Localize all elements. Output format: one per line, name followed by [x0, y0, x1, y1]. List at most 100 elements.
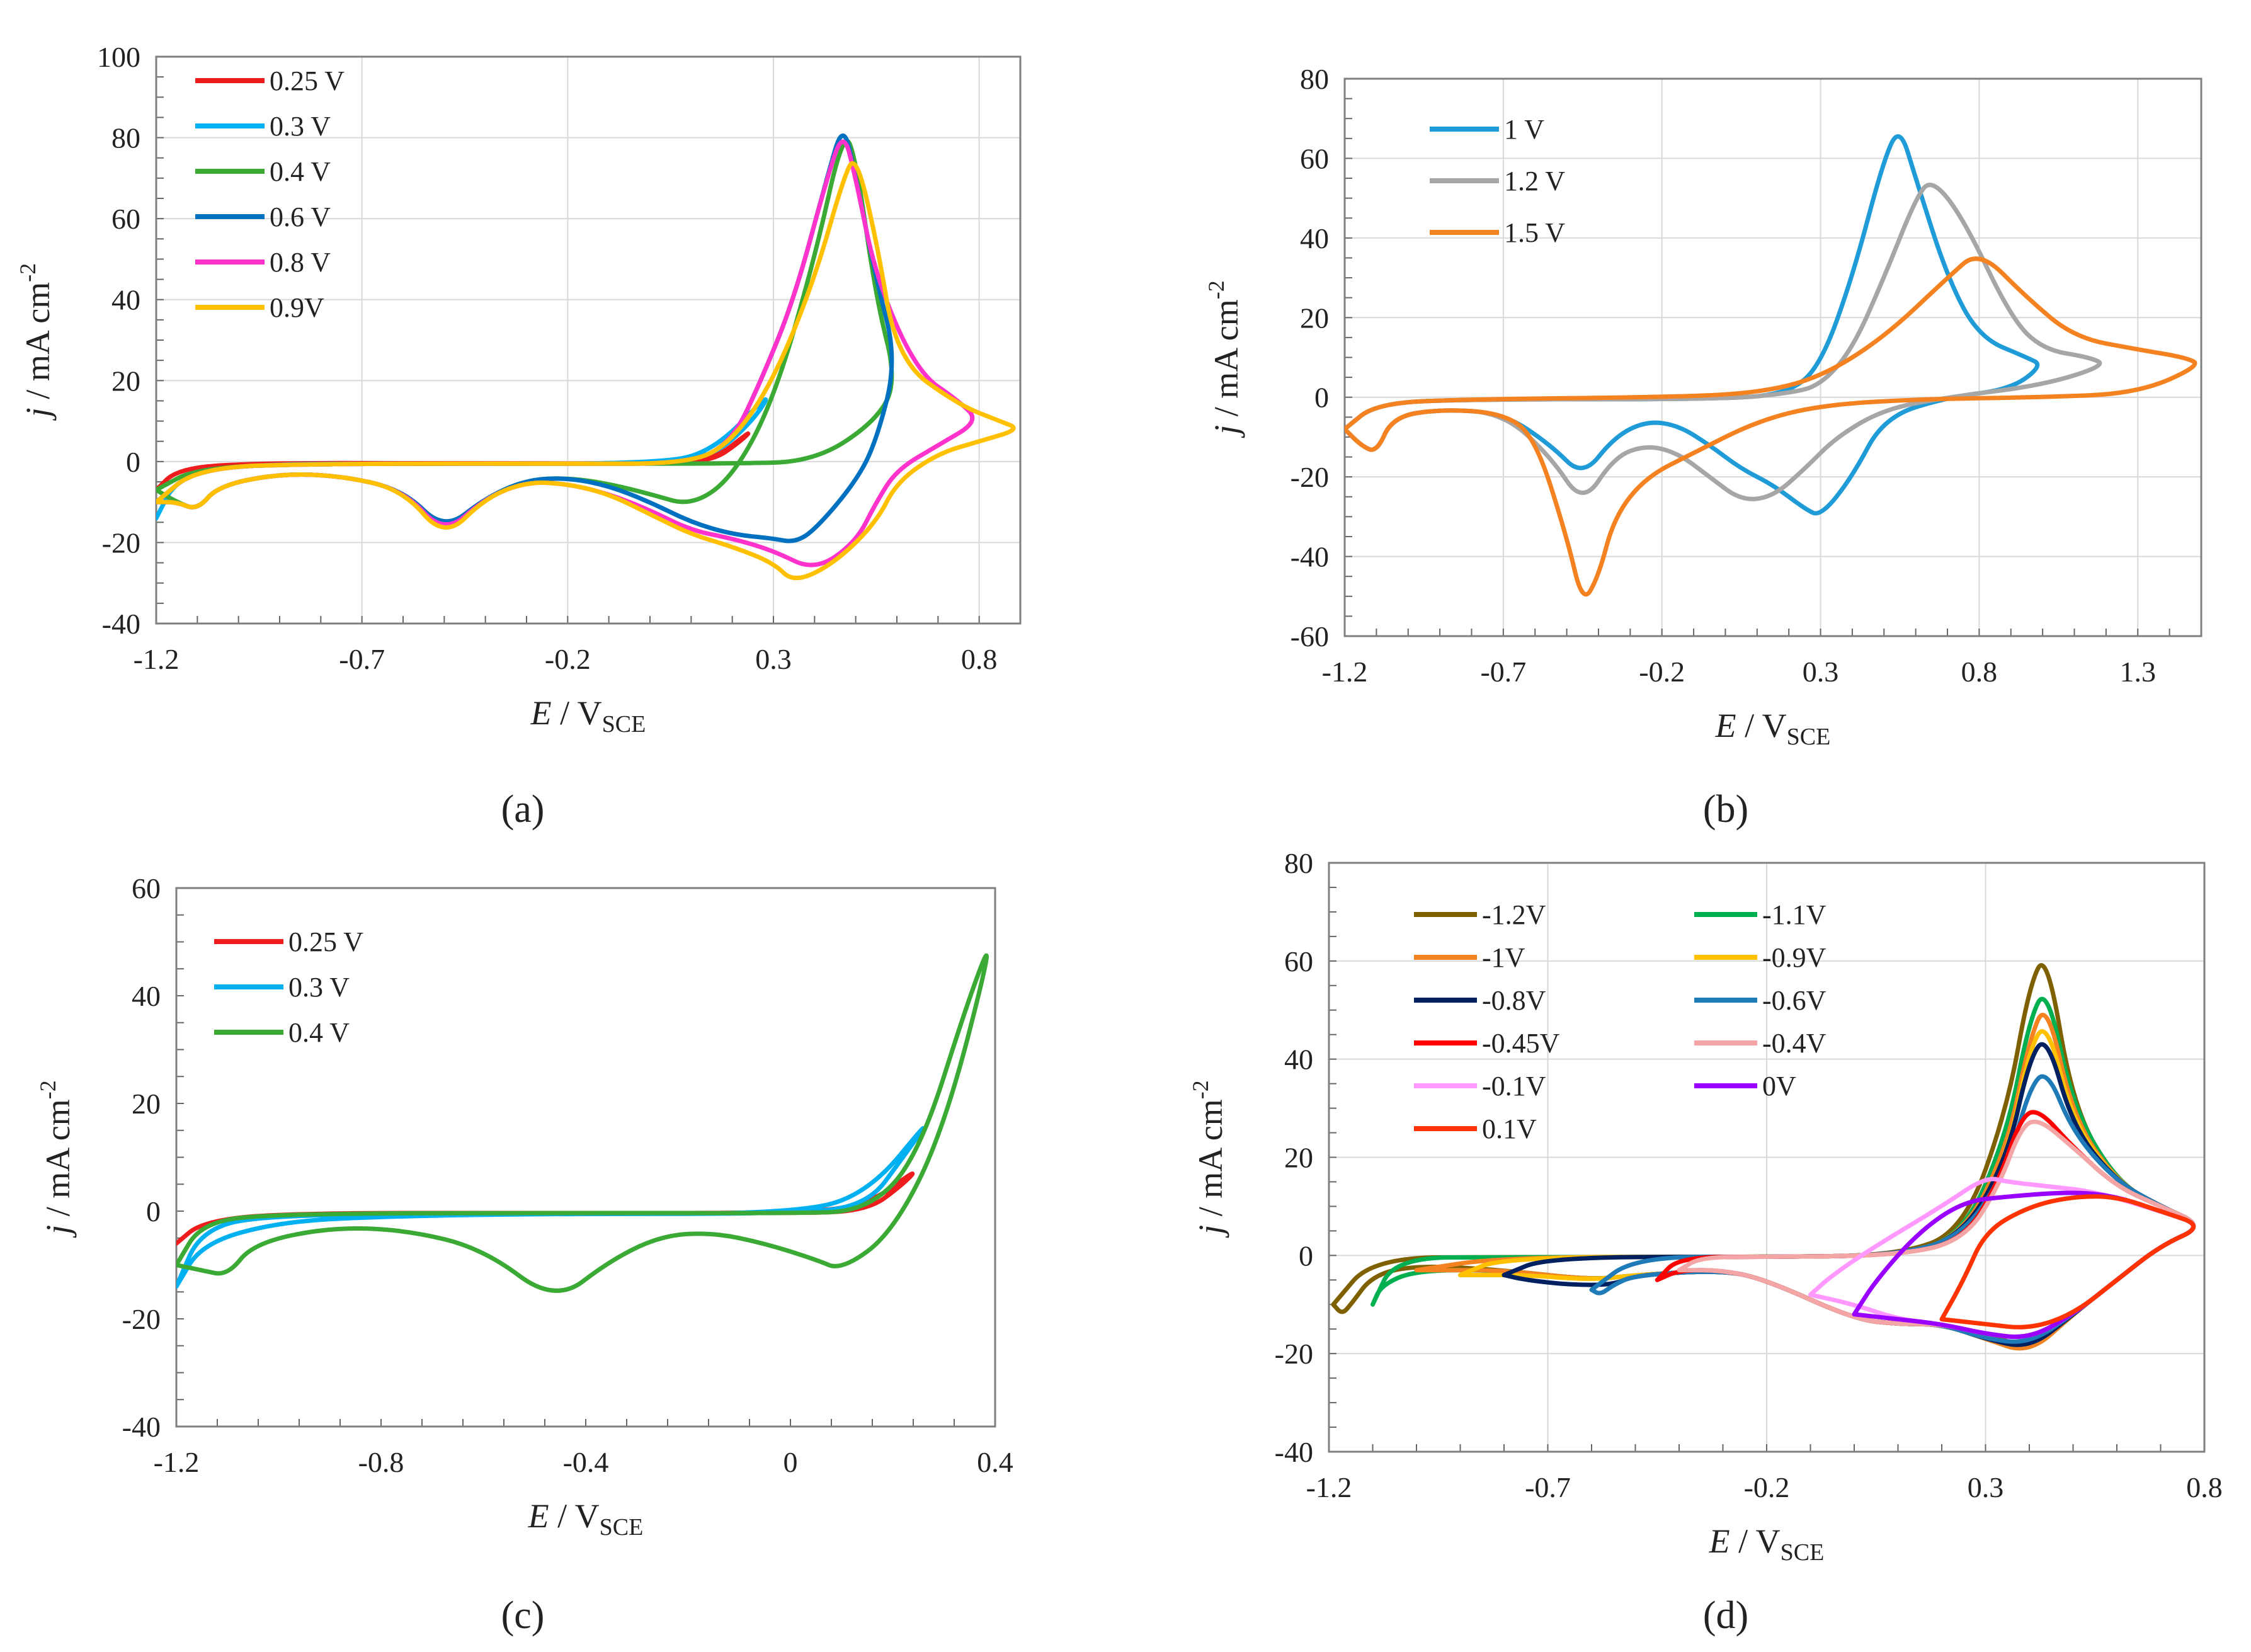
panel-a: -1.2 -0.7 -0.2 0.3 0.8 -40 -20 0 20 40 60 80 100 E / … — [15, 41, 1022, 738]
y-tick-label: 0 — [146, 1195, 161, 1228]
legend-label: -1V — [1482, 942, 1525, 973]
legend-label: 0.25 V — [270, 66, 345, 96]
legend-label: -0.8V — [1482, 985, 1546, 1016]
x-axis-label: E / VSCE — [528, 1497, 644, 1541]
x-tick-label: -0.2 — [1744, 1471, 1790, 1503]
y-tick-label: 0 — [1299, 1239, 1313, 1272]
y-tick-label: -60 — [1291, 620, 1329, 652]
legend-label: -0.1V — [1482, 1071, 1546, 1102]
y-tick-label: 60 — [111, 203, 140, 235]
x-axis-label: E / VSCE — [1709, 1522, 1825, 1566]
legend-label: -0.9V — [1762, 942, 1826, 973]
y-axis-label: j / mA cm-2 — [1204, 280, 1245, 438]
y-tick-label: 100 — [97, 41, 140, 73]
y-tick-label: 0 — [126, 446, 140, 478]
panel-d: -1.2 -0.7 -0.2 0.3 0.8 -40 -20 0 20 40 60 80 E / VSC… — [1188, 847, 2223, 1566]
panel-c: -1.2 -0.8 -0.4 0 0.4 -40 -20 0 20 40 60 E / VSCE j /… — [35, 872, 1013, 1541]
series-line-0p4V — [176, 953, 989, 1293]
legend-label: 0.4 V — [288, 1017, 350, 1048]
y-tick-label: 20 — [132, 1088, 161, 1120]
legend-label: 0.3 V — [288, 972, 350, 1003]
y-tick-label: 40 — [111, 284, 140, 316]
x-axis-label: E / VSCE — [1715, 707, 1831, 750]
plot-frame — [1343, 77, 2203, 637]
legend-label: 0.25 V — [288, 926, 363, 957]
y-axis-label: j / mA cm-2 — [35, 1080, 77, 1238]
legend: -1.2V -1.1V -1V -0.9V -0.8V -0.6V -0.45V -0.4V -… — [1414, 899, 1826, 1144]
legend-label: 0.3 V — [270, 111, 331, 142]
series-group — [1345, 134, 2197, 597]
x-tick-label: -0.2 — [545, 643, 591, 675]
legend-label: -0.45V — [1482, 1028, 1560, 1059]
y-tick-label: -20 — [1291, 461, 1329, 493]
y-tick-label: 40 — [132, 980, 161, 1012]
series-line-0p9V — [156, 161, 1016, 581]
legend-label: 0.4 V — [270, 156, 331, 187]
legend-label: -1.1V — [1762, 899, 1826, 930]
x-tick-label: 0.4 — [977, 1446, 1013, 1478]
legend-label: -1.2V — [1482, 899, 1546, 930]
y-tick-label: 40 — [1284, 1044, 1313, 1076]
legend: 1 V 1.2 V 1.5 V — [1430, 114, 1565, 248]
series-line-1p2V — [1345, 183, 2102, 501]
series-group — [156, 134, 1016, 581]
panel-label-d: (d) — [1703, 1594, 1748, 1637]
x-tick-label: 1.3 — [2120, 656, 2157, 688]
x-tick-label: -0.7 — [339, 643, 385, 675]
plot-frame — [175, 887, 996, 1428]
y-tick-label: -40 — [1275, 1436, 1313, 1468]
legend-label: -0.6V — [1762, 985, 1826, 1016]
y-tick-label: 60 — [1284, 945, 1313, 977]
x-tick-label: 0.3 — [1968, 1471, 2004, 1503]
y-tick-label: 0 — [1314, 382, 1329, 414]
series-line-0p1V — [1939, 1194, 2196, 1330]
panel-label-b: (b) — [1703, 788, 1748, 831]
y-tick-label: -40 — [102, 608, 140, 640]
x-tick-label: -0.7 — [1525, 1471, 1571, 1503]
x-tick-label: -1.2 — [1322, 656, 1368, 688]
legend-label: 1.5 V — [1504, 217, 1565, 248]
x-tick-label: -1.2 — [154, 1446, 200, 1478]
y-tick-label: -20 — [1275, 1338, 1313, 1370]
panel-label-a: (a) — [501, 788, 545, 831]
legend-label: 0.9V — [270, 292, 324, 323]
x-tick-label: -0.7 — [1480, 656, 1526, 688]
x-tick-label: 0.8 — [2186, 1471, 2223, 1503]
legend-label: 0.1V — [1482, 1114, 1537, 1144]
y-tick-label: 80 — [111, 122, 140, 154]
series-line-1p5V — [1345, 256, 2197, 597]
y-tick-label: 80 — [1300, 63, 1329, 95]
y-tick-label: -20 — [122, 1303, 161, 1335]
panel-label-c: (c) — [501, 1594, 545, 1637]
legend: 0.25 V 0.3 V 0.4 V 0.6 V 0.8 V 0.9V — [195, 66, 345, 323]
x-tick-label: -0.2 — [1639, 656, 1685, 688]
x-tick-label: -0.4 — [563, 1446, 609, 1478]
x-tick-label: 0.8 — [961, 643, 998, 675]
x-tick-label: -1.2 — [1306, 1471, 1352, 1503]
legend-label: 1.2 V — [1504, 166, 1565, 197]
y-tick-label: 20 — [1300, 302, 1329, 334]
legend: 0.25 V 0.3 V 0.4 V — [214, 926, 363, 1048]
plot-frame — [155, 55, 1022, 625]
y-tick-label: 60 — [1300, 142, 1329, 174]
y-tick-label: 20 — [111, 365, 140, 397]
x-tick-label: -1.2 — [134, 643, 180, 675]
legend-label: 0.8 V — [270, 247, 331, 278]
series-group — [176, 953, 989, 1293]
plot-frame — [1328, 862, 2206, 1453]
legend-label: -0.4V — [1762, 1028, 1826, 1059]
x-axis-label: E / VSCE — [530, 694, 646, 738]
x-tick-label: 0.3 — [1803, 656, 1839, 688]
panel-b: -1.2 -0.7 -0.2 0.3 0.8 1.3 -60 -40 -20 0 20 40 60 80 E… — [1204, 63, 2203, 750]
legend-label: 1 V — [1504, 114, 1544, 145]
series-group — [1331, 963, 2196, 1351]
x-tick-label: -0.8 — [358, 1446, 404, 1478]
y-axis-label: j / mA cm-2 — [1188, 1080, 1229, 1238]
y-tick-label: 20 — [1284, 1142, 1313, 1174]
x-tick-label: 0 — [784, 1446, 798, 1478]
y-tick-label: 60 — [132, 872, 161, 904]
x-tick-label: 0.3 — [755, 643, 792, 675]
y-tick-label: 80 — [1284, 847, 1313, 879]
y-tick-label: 40 — [1300, 222, 1329, 254]
